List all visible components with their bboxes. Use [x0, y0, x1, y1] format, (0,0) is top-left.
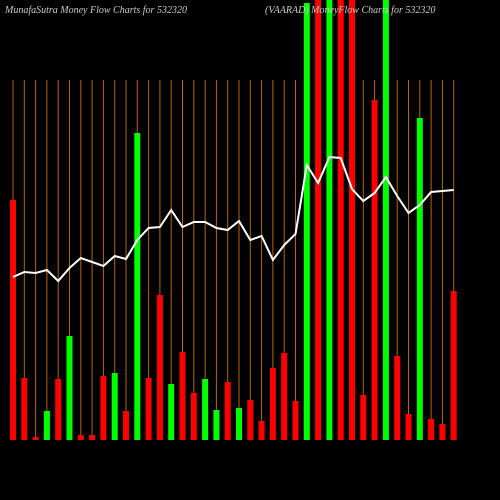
bar: [134, 133, 141, 440]
bar: [450, 291, 457, 440]
bar: [326, 0, 333, 440]
bar: [371, 100, 378, 440]
bar: [43, 411, 50, 440]
bar: [21, 378, 28, 440]
bar: [77, 435, 84, 440]
bar: [100, 376, 107, 440]
bar: [32, 437, 39, 440]
bar: [360, 395, 367, 440]
chart-title: MunafaSutra Money Flow Charts for 532320: [4, 5, 187, 16]
bar: [145, 378, 152, 440]
bar: [10, 200, 16, 440]
bar: [292, 401, 299, 440]
money-flow-line: [12, 155, 454, 283]
bar: [269, 368, 276, 440]
bar: [337, 0, 344, 440]
bar: [247, 400, 254, 440]
bar: [236, 408, 242, 440]
bar: [281, 353, 288, 440]
bar: [224, 382, 231, 440]
bar: [111, 373, 118, 440]
bar: [303, 3, 310, 440]
bar: [202, 379, 209, 440]
bar: [156, 295, 163, 440]
bar: [258, 421, 265, 440]
bar: [213, 410, 220, 440]
bars: [10, 0, 457, 440]
bar: [179, 352, 186, 440]
bar: [394, 356, 401, 440]
chart-subtitle: (VAARAD) MoneyFlow Charts for 532320: [265, 5, 435, 16]
bar: [439, 424, 446, 440]
bar: [89, 435, 96, 440]
bar: [382, 0, 389, 440]
bar: [405, 414, 412, 440]
bar: [416, 118, 423, 440]
bar: [349, 0, 355, 440]
bar: [428, 419, 435, 440]
bar: [123, 411, 129, 440]
bar: [168, 384, 175, 440]
bar: [55, 379, 62, 440]
bar: [315, 0, 322, 440]
bar: [66, 336, 73, 440]
bar: [190, 393, 197, 440]
